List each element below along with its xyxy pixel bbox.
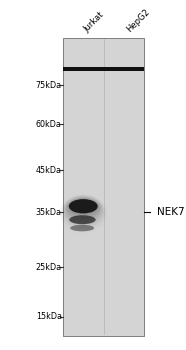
Ellipse shape <box>67 198 100 218</box>
Text: HepG2: HepG2 <box>124 8 151 34</box>
Text: 45kDa: 45kDa <box>36 166 62 175</box>
Text: 25kDa: 25kDa <box>36 263 62 272</box>
Bar <box>63 38 144 336</box>
Ellipse shape <box>66 198 100 219</box>
Text: NEK7: NEK7 <box>157 207 185 217</box>
Ellipse shape <box>69 215 96 224</box>
Text: Jurkat: Jurkat <box>82 10 106 34</box>
Ellipse shape <box>65 197 101 220</box>
Ellipse shape <box>68 198 99 216</box>
Ellipse shape <box>69 199 98 214</box>
Bar <box>104 67 144 71</box>
Bar <box>63 67 104 71</box>
Ellipse shape <box>70 225 94 231</box>
Text: 60kDa: 60kDa <box>36 120 62 129</box>
Text: 15kDa: 15kDa <box>36 312 62 321</box>
Text: 75kDa: 75kDa <box>36 81 62 90</box>
Ellipse shape <box>68 199 98 215</box>
Text: 35kDa: 35kDa <box>36 208 62 217</box>
